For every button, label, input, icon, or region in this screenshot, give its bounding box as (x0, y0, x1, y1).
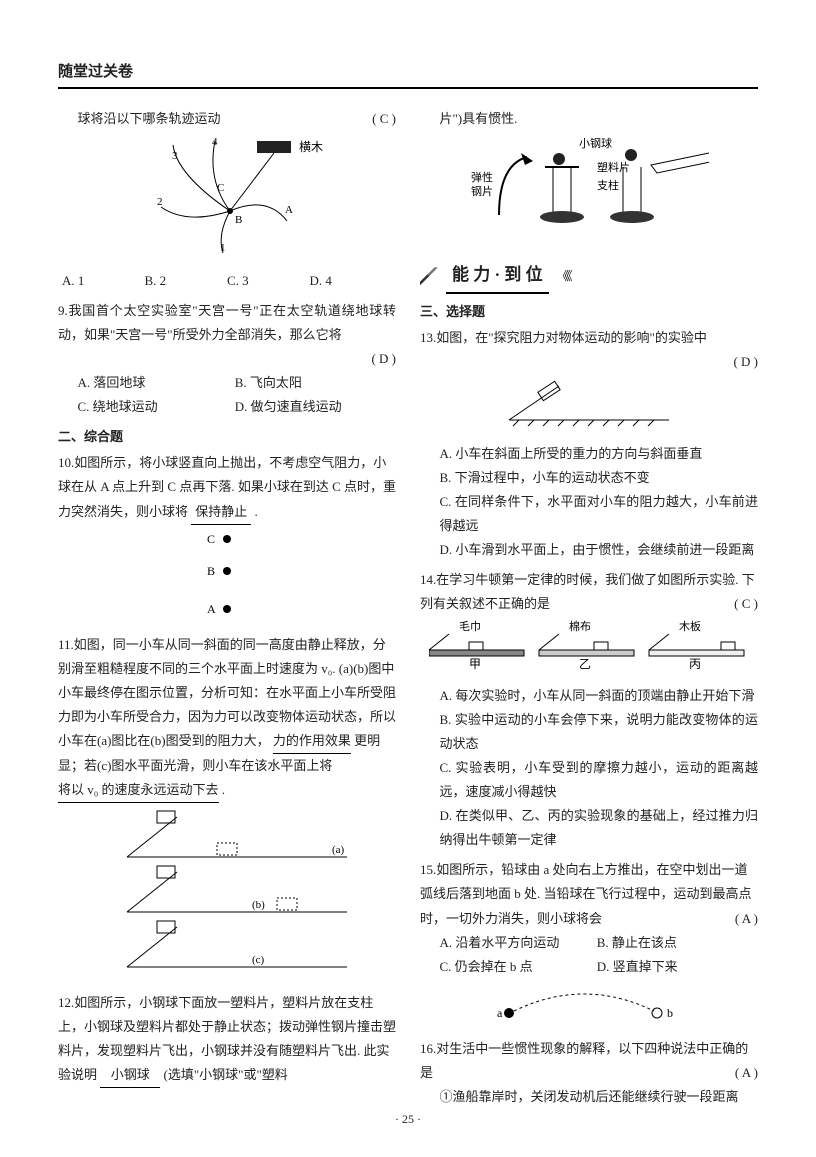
q15: 15.如图所示，铅球由 a 处向右上方推出，在空中划出一道弧线后落到地面 b 处… (420, 858, 758, 1030)
q12-stem2: (选填"小钢球"或"塑料 (164, 1067, 288, 1082)
page-number: · 25 · (0, 1112, 816, 1127)
svg-text:棉布: 棉布 (569, 620, 591, 633)
section-3-heading: 三、选择题 (420, 300, 758, 324)
q11-figure: (a) (b) (c) (58, 807, 396, 985)
q14-figure: 毛巾 甲 棉布 乙 (420, 620, 758, 678)
q14-choice-c: C. 实验表明，小车受到的摩擦力越小，运动的距离越远，速度减小得越快 (420, 756, 758, 804)
svg-text:B: B (235, 214, 242, 226)
q14-answer: ( C ) (734, 592, 758, 616)
svg-text:3: 3 (172, 150, 178, 162)
svg-text:乙: 乙 (579, 657, 591, 670)
svg-text:弹性: 弹性 (471, 170, 493, 184)
svg-text:甲: 甲 (469, 657, 481, 670)
q13-choice-d: D. 小车滑到水平面上，由于惯性，会继续前进一段距离 (420, 538, 758, 562)
q8-choices: A. 1 B. 2 C. 3 D. 4 (58, 269, 396, 293)
q8-figure: 横木 B 4 3 2 1 A (58, 135, 396, 263)
q10-figure: C B A (58, 529, 396, 627)
choice-c: C. 3 (227, 269, 310, 293)
q15-choice-b: B. 静止在该点 (597, 931, 754, 955)
q12-blank1: 小钢球 (100, 1063, 160, 1088)
q9: 9.我国首个太空实验室"天宫一号"正在太空轨道绕地球转动，如果"天宫一号"所受外… (58, 299, 396, 419)
svg-text:A: A (207, 602, 216, 616)
section-2-heading: 二、综合题 (58, 425, 396, 449)
q15-stem: 15.如图所示，铅球由 a 处向右上方推出，在空中划出一道弧线后落到地面 b 处… (420, 862, 752, 925)
svg-text:钢片: 钢片 (471, 185, 493, 198)
q13: 13.如图，在"探究阻力对物体运动的影响"的实验中 ( D ) (420, 326, 758, 562)
choice-b: B. 2 (145, 269, 228, 293)
q15-answer: ( A ) (735, 907, 758, 931)
svg-text:(a): (a) (332, 844, 345, 856)
q14-choice-d: D. 在类似甲、乙、丙的实验现象的基础上，经过推力归纳得出牛顿第一定律 (420, 804, 758, 852)
q14-stem: 14.在学习牛顿第一定律的时候，我们做了如图所示实验. 下列有关叙述不正确的是 (420, 572, 755, 611)
svg-text:塑料片: 塑料片 (597, 160, 630, 174)
q11-blank2: 将以 v₀ 的速度永远运动下去 (58, 778, 219, 803)
q16-answer: ( A ) (735, 1061, 758, 1085)
q8: 球将沿以下哪条轨迹运动 ( C ) 横木 B (58, 107, 396, 293)
q9-choice-a: A. 落回地球 (78, 371, 235, 395)
chevron-icon: 《《《 (557, 265, 569, 287)
q13-stem: 13.如图，在"探究阻力对物体运动的影响"的实验中 (420, 326, 758, 350)
q12-figure: 小钢球 塑料片 支柱 弹性 钢片 (420, 135, 758, 253)
svg-text:2: 2 (157, 196, 163, 208)
q14-choice-b: B. 实验中运动的小车会停下来，说明力能改变物体的运动状态 (420, 708, 758, 756)
q12: 12.如图所示，小钢球下面放一塑料片，塑料片放在支柱上，小钢球及塑料片都处于静止… (58, 991, 396, 1088)
ability-title: 能 力 · 到 位 (446, 259, 549, 293)
choice-a: A. 1 (62, 269, 145, 293)
svg-text:(c): (c) (252, 954, 265, 966)
q15-choice-a: A. 沿着水平方向运动 (440, 931, 597, 955)
q10-stem2: . (255, 504, 258, 519)
q13-figure (420, 378, 758, 436)
q13-choice-a: A. 小车在斜面上所受的重力的方向与斜面垂直 (420, 442, 758, 466)
svg-text:a: a (497, 1006, 503, 1020)
q11-blank1: 力的作用效果 (273, 729, 351, 754)
q15-choice-d: D. 竖直掉下来 (597, 955, 754, 979)
q9-choice-b: B. 飞向太阳 (235, 371, 392, 395)
fig-ball-label: 小钢球 (579, 136, 612, 150)
q13-choice-b: B. 下滑过程中，小车的运动状态不变 (420, 466, 758, 490)
svg-text:支柱: 支柱 (597, 178, 619, 192)
svg-text:毛巾: 毛巾 (459, 620, 481, 633)
choice-d: D. 4 (310, 269, 393, 293)
q9-choice-d: D. 做匀速直线运动 (235, 395, 392, 419)
page-header: 随堂过关卷 (58, 60, 758, 89)
svg-text:(b): (b) (252, 899, 265, 911)
svg-text:b: b (667, 1006, 673, 1020)
q9-choice-c: C. 绕地球运动 (78, 395, 235, 419)
q11: 11.如图，同一小车从同一斜面的同一高度由静止释放，分别滑至粗糙程度不同的三个水… (58, 633, 396, 985)
q8-answer: ( C ) (353, 107, 396, 131)
fig-label: 横木 (299, 140, 323, 154)
q10-blank1: 保持静止 (191, 500, 251, 525)
q15-figure: a b (420, 983, 758, 1031)
svg-text:C: C (217, 182, 224, 194)
svg-text:丙: 丙 (689, 657, 701, 670)
pencil-icon (420, 267, 438, 285)
q10: 10.如图所示，将小球竖直向上抛出，不考虑空气阻力，小球在从 A 点上升到 C … (58, 451, 396, 626)
q11-stem3: . (222, 782, 225, 797)
q13-choice-c: C. 在同样条件下，水平面对小车的阻力越大，小车前进得越远 (420, 490, 758, 538)
svg-text:A: A (285, 204, 293, 216)
q14: 14.在学习牛顿第一定律的时候，我们做了如图所示实验. 下列有关叙述不正确的是 … (420, 568, 758, 852)
svg-text:B: B (207, 564, 215, 578)
q12-continuation: 片")具有惯性. (420, 107, 758, 131)
right-column: 片")具有惯性. 小钢球 塑料片 支柱 弹性 钢片 (420, 107, 758, 1115)
svg-text:木板: 木板 (679, 620, 701, 633)
q9-answer: ( D ) (58, 347, 396, 371)
left-column: 球将沿以下哪条轨迹运动 ( C ) 横木 B (58, 107, 396, 1115)
q16: 16.对生活中一些惯性现象的解释，以下四种说法中正确的是 ( A ) ①渔船靠岸… (420, 1037, 758, 1109)
svg-text:4: 4 (212, 136, 218, 148)
q13-answer: ( D ) (420, 350, 758, 374)
q9-stem: 9.我国首个太空实验室"天宫一号"正在太空轨道绕地球转动，如果"天宫一号"所受外… (58, 299, 396, 347)
ability-banner: 能 力 · 到 位 《《《 (420, 259, 758, 293)
svg-text:C: C (207, 532, 215, 546)
q8-stem: 球将沿以下哪条轨迹运动 (78, 111, 221, 126)
q14-choice-a: A. 每次实验时，小车从同一斜面的顶端由静止开始下滑 (420, 684, 758, 708)
svg-text:1: 1 (220, 242, 226, 254)
q16-item1: ①渔船靠岸时，关闭发动机后还能继续行驶一段距离 (420, 1085, 758, 1109)
q16-stem: 16.对生活中一些惯性现象的解释，以下四种说法中正确的是 (420, 1041, 748, 1080)
q15-choice-c: C. 仍会掉在 b 点 (440, 955, 597, 979)
